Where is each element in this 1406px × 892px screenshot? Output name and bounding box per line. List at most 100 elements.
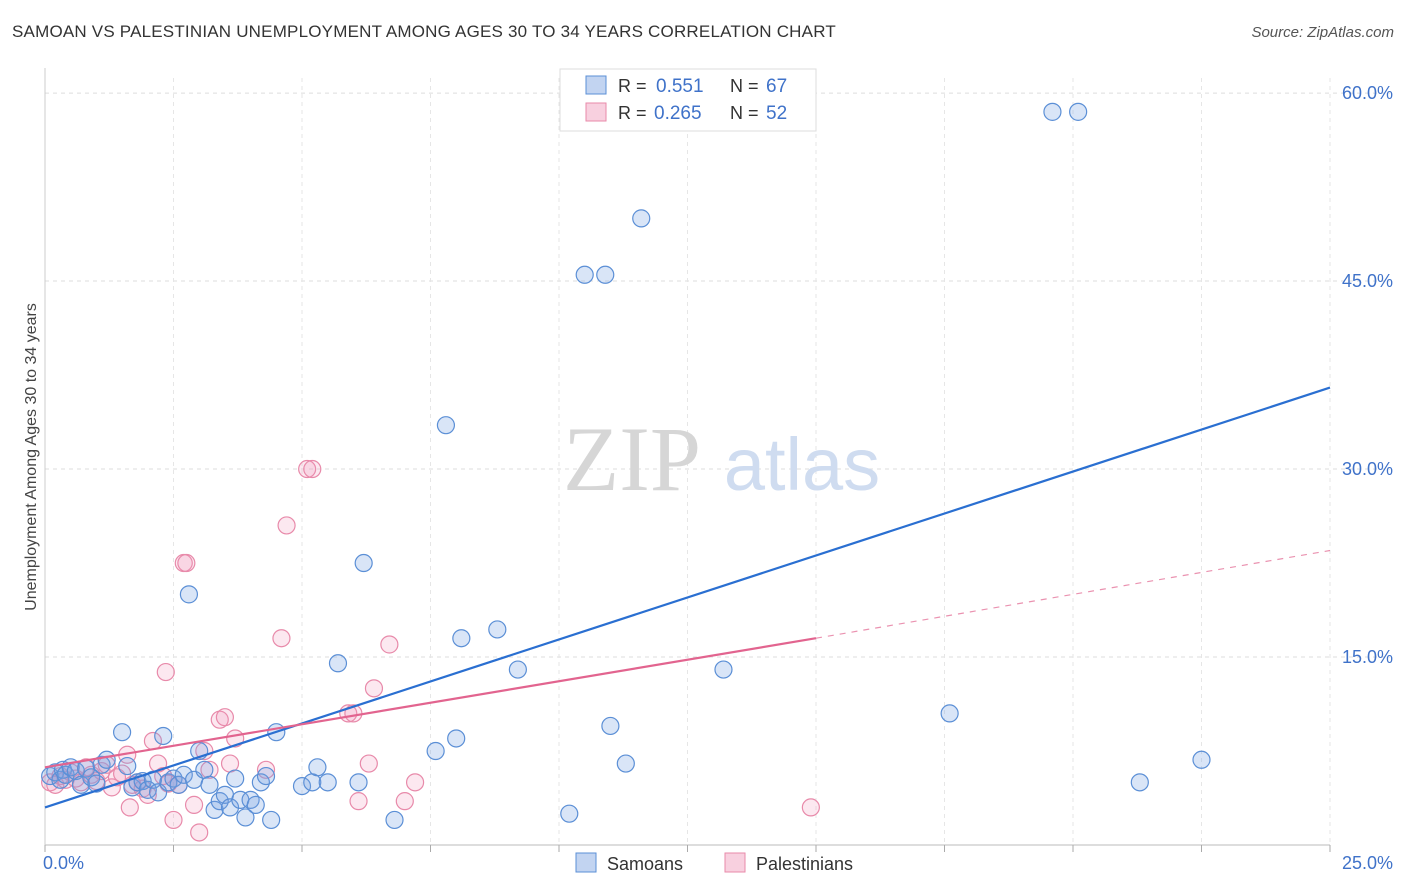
samoans-point-63 xyxy=(632,209,651,228)
samoans-point-41 xyxy=(256,766,276,786)
samoans-point-45 xyxy=(303,773,322,792)
samoans-point-58 xyxy=(560,804,579,823)
samoans-point-10 xyxy=(87,774,106,793)
palestinians-point-50 xyxy=(801,798,820,817)
bottom-legend-samoans: Samoans xyxy=(607,854,683,874)
samoans-point-39 xyxy=(246,795,265,814)
bottom-legend-swatch-palestinians xyxy=(724,852,746,873)
legend-r-label-samoans: R = xyxy=(618,76,647,96)
source-label: Source: ZipAtlas.com xyxy=(1251,24,1394,41)
samoans-point-31 xyxy=(205,800,224,820)
samoans-point-34 xyxy=(220,798,240,817)
legend-r-label-palestinians: R = xyxy=(618,103,647,123)
samoans-point-26 xyxy=(179,585,199,604)
samoans-point-60 xyxy=(596,265,615,284)
samoans-point-66 xyxy=(1043,102,1062,121)
palestinians-point-26 xyxy=(164,810,183,830)
samoans-point-12 xyxy=(97,750,116,769)
y-tick-label-2: 45.0% xyxy=(1342,271,1393,291)
samoans-point-13 xyxy=(112,723,132,742)
samoans-point-61 xyxy=(601,716,620,736)
palestinians-point-31 xyxy=(190,823,209,842)
samoans-point-38 xyxy=(241,790,260,809)
trend-lines xyxy=(44,386,1331,809)
legend-n-value-samoans: 67 xyxy=(766,76,787,97)
palestinians-point-16 xyxy=(120,798,139,817)
grid-lines xyxy=(44,78,1390,845)
samoans-point-25 xyxy=(174,765,193,784)
palestinians-point-33 xyxy=(200,760,219,779)
samoans-point-54 xyxy=(447,729,466,748)
bottom-legend: Samoans Palestinians xyxy=(575,852,853,874)
samoans-point-62 xyxy=(616,754,635,773)
palestinians-point-40 xyxy=(277,516,296,535)
samoans-point-37 xyxy=(236,808,255,827)
samoans-point-52 xyxy=(426,741,445,761)
palestinians-trend-line xyxy=(44,637,817,769)
samoans-point-51 xyxy=(385,810,404,830)
legend: R = 0.551 N = 67 R = 0.265 N = 52 xyxy=(559,68,817,132)
samoans-trend-line xyxy=(44,386,1331,809)
samoans-point-44 xyxy=(292,776,312,796)
palestinians-point-48 xyxy=(380,635,399,654)
samoans-point-48 xyxy=(328,654,348,673)
palestinians-point-29 xyxy=(177,553,196,573)
x-tick-label-1: 25.0% xyxy=(1342,853,1393,873)
y-tick-label-1: 30.0% xyxy=(1342,459,1393,479)
legend-n-value-palestinians: 52 xyxy=(766,103,787,124)
samoans-point-56 xyxy=(488,620,507,639)
samoans-point-50 xyxy=(354,553,373,573)
palestinians-point-24 xyxy=(156,662,175,682)
tick-labels: 15.0% 30.0% 45.0% 60.0% 0.0% 25.0% xyxy=(43,83,1393,873)
samoans-point-69 xyxy=(1192,750,1211,769)
samoans-points xyxy=(41,102,1211,830)
samoans-point-53 xyxy=(436,416,456,435)
legend-n-label-samoans: N = xyxy=(730,76,759,96)
samoans-point-42 xyxy=(262,810,281,830)
palestinians-point-39 xyxy=(272,629,291,648)
bottom-legend-palestinians: Palestinians xyxy=(756,854,853,874)
samoans-point-57 xyxy=(508,660,527,679)
watermark-zip: ZIP xyxy=(563,408,701,510)
palestinians-trend-extension xyxy=(815,549,1331,639)
legend-n-label-palestinians: N = xyxy=(730,103,759,123)
legend-swatch-samoans xyxy=(585,75,607,95)
samoans-point-67 xyxy=(1069,102,1088,121)
x-tick-label-0: 0.0% xyxy=(43,853,84,873)
palestinians-point-35 xyxy=(215,708,234,727)
legend-swatch-palestinians xyxy=(585,102,607,122)
chart-title: SAMOAN VS PALESTINIAN UNEMPLOYMENT AMONG… xyxy=(12,22,836,41)
samoans-point-47 xyxy=(318,773,337,792)
y-tick-label-0: 15.0% xyxy=(1342,647,1393,667)
palestinians-point-47 xyxy=(364,679,384,698)
samoans-point-30 xyxy=(200,775,219,794)
axes xyxy=(44,68,1331,852)
bottom-legend-swatch-samoans xyxy=(575,852,597,873)
samoans-point-7 xyxy=(71,775,91,794)
legend-r-value-palestinians: 0.265 xyxy=(654,103,702,124)
palestinians-point-46 xyxy=(359,754,378,773)
legend-r-value-samoans: 0.551 xyxy=(656,76,704,97)
y-axis-label: Unemployment Among Ages 30 to 34 years xyxy=(23,303,40,611)
samoans-point-29 xyxy=(195,760,214,779)
samoans-point-64 xyxy=(714,660,733,679)
palestinians-point-49 xyxy=(395,792,414,811)
samoans-point-21 xyxy=(154,726,173,746)
samoans-point-59 xyxy=(575,265,594,284)
palestinians-point-32 xyxy=(195,741,214,761)
palestinians-point-45 xyxy=(349,792,368,811)
watermark-atlas: atlas xyxy=(724,423,880,506)
palestinians-point-41 xyxy=(298,459,317,479)
samoans-point-46 xyxy=(308,758,327,777)
samoans-point-35 xyxy=(226,769,245,788)
samoans-point-65 xyxy=(940,704,959,723)
samoans-point-11 xyxy=(92,755,111,774)
palestinians-point-34 xyxy=(210,710,229,729)
samoans-point-49 xyxy=(349,773,368,792)
palestinians-point-51 xyxy=(405,773,425,792)
samoans-point-14 xyxy=(118,756,137,776)
samoans-point-68 xyxy=(1130,773,1149,792)
y-tick-label-3: 60.0% xyxy=(1342,83,1393,103)
palestinians-point-30 xyxy=(184,795,204,814)
